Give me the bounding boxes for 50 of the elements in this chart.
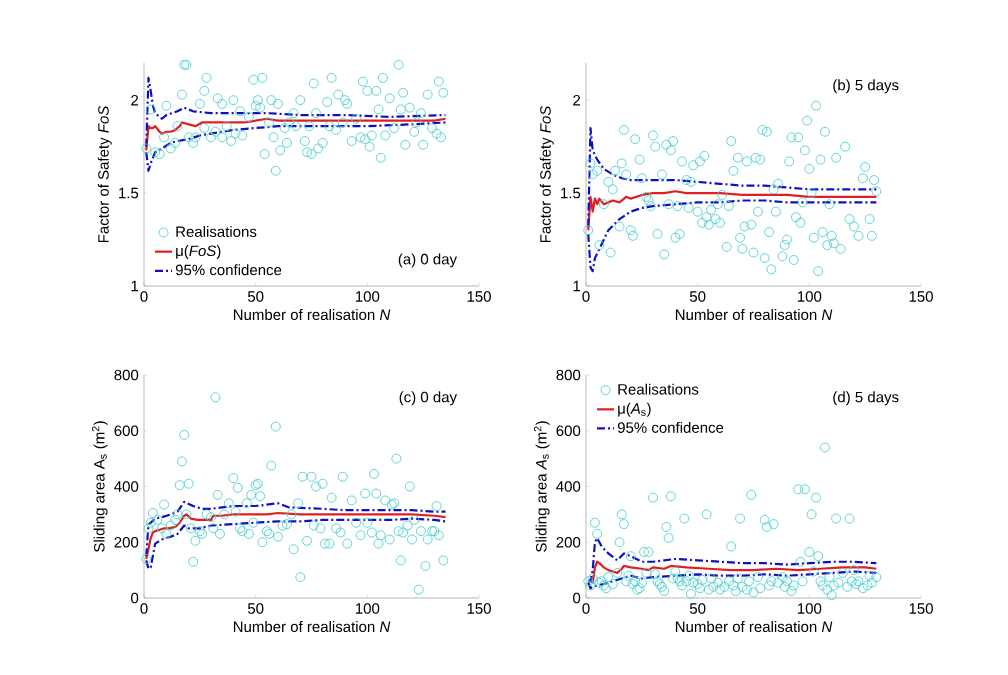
x-tick-label: 100 (355, 603, 380, 614)
y-tick-label: 400 (114, 481, 139, 492)
x-tick-label: 150 (467, 291, 491, 302)
y-tick-label: 400 (556, 481, 581, 492)
legend-label: Realisations (176, 225, 257, 237)
x-tick-label: 50 (689, 291, 706, 302)
x-tick-label: 150 (467, 603, 491, 614)
annotation: (d) 5 days (833, 391, 899, 406)
y-tick-label: 800 (114, 369, 139, 381)
legend-label: 95% confidence (175, 264, 282, 276)
x-tick-label: 0 (582, 291, 590, 302)
y-tick-label: 2 (573, 94, 581, 106)
y-tick-label: 200 (114, 536, 139, 548)
x-tick-label: 100 (797, 291, 822, 302)
x-tick-label: 150 (909, 603, 933, 614)
y-tick-label: 1 (131, 280, 139, 292)
annotation: (a) 0 day (398, 253, 457, 268)
x-tick-label: 150 (909, 291, 933, 302)
legend-label: μ(FoS) (176, 245, 221, 260)
annotation: (c) 0 day (399, 391, 457, 406)
x-tick-label: 100 (355, 291, 380, 302)
y-axis-title: Factor of Safety FoS (539, 105, 554, 243)
annotation: (b) 5 days (833, 79, 899, 94)
x-tick-label: 50 (247, 291, 264, 302)
x-tick-label: 50 (247, 603, 264, 614)
x-axis-title: Number of realisation N (233, 309, 391, 321)
y-axis-title: Sliding area A$_{s}$ (m$^{2}$) (91, 421, 108, 552)
y-tick-label: 0 (573, 592, 581, 604)
x-axis-title: Number of realisation N (675, 309, 833, 321)
y-tick-label: 0 (131, 592, 139, 604)
legend-label: μ(A$_{s}$) (618, 402, 651, 417)
y-axis-title: Factor of Safety FoS (97, 105, 112, 243)
x-tick-label: 100 (797, 603, 822, 614)
x-axis-title: Number of realisation N (675, 621, 833, 633)
x-tick-label: 0 (140, 291, 148, 302)
y-tick-label: 600 (114, 425, 139, 437)
y-tick-label: 1.5 (119, 187, 139, 199)
x-tick-label: 0 (140, 603, 148, 614)
y-tick-label: 1.5 (561, 187, 581, 199)
legend-label: 95% confidence (617, 421, 724, 433)
y-tick-label: 2 (131, 94, 139, 106)
y-tick-label: 600 (556, 425, 581, 437)
y-axis-title: Sliding area A$_{s}$ (m$^{2}$) (533, 421, 550, 552)
legend-label: Realisations (618, 383, 699, 395)
y-tick-label: 200 (556, 536, 581, 548)
x-tick-label: 50 (689, 603, 706, 614)
y-tick-label: 1 (573, 280, 581, 292)
x-axis-title: Number of realisation N (233, 621, 391, 633)
y-tick-label: 800 (556, 369, 581, 381)
x-tick-label: 0 (582, 603, 590, 614)
